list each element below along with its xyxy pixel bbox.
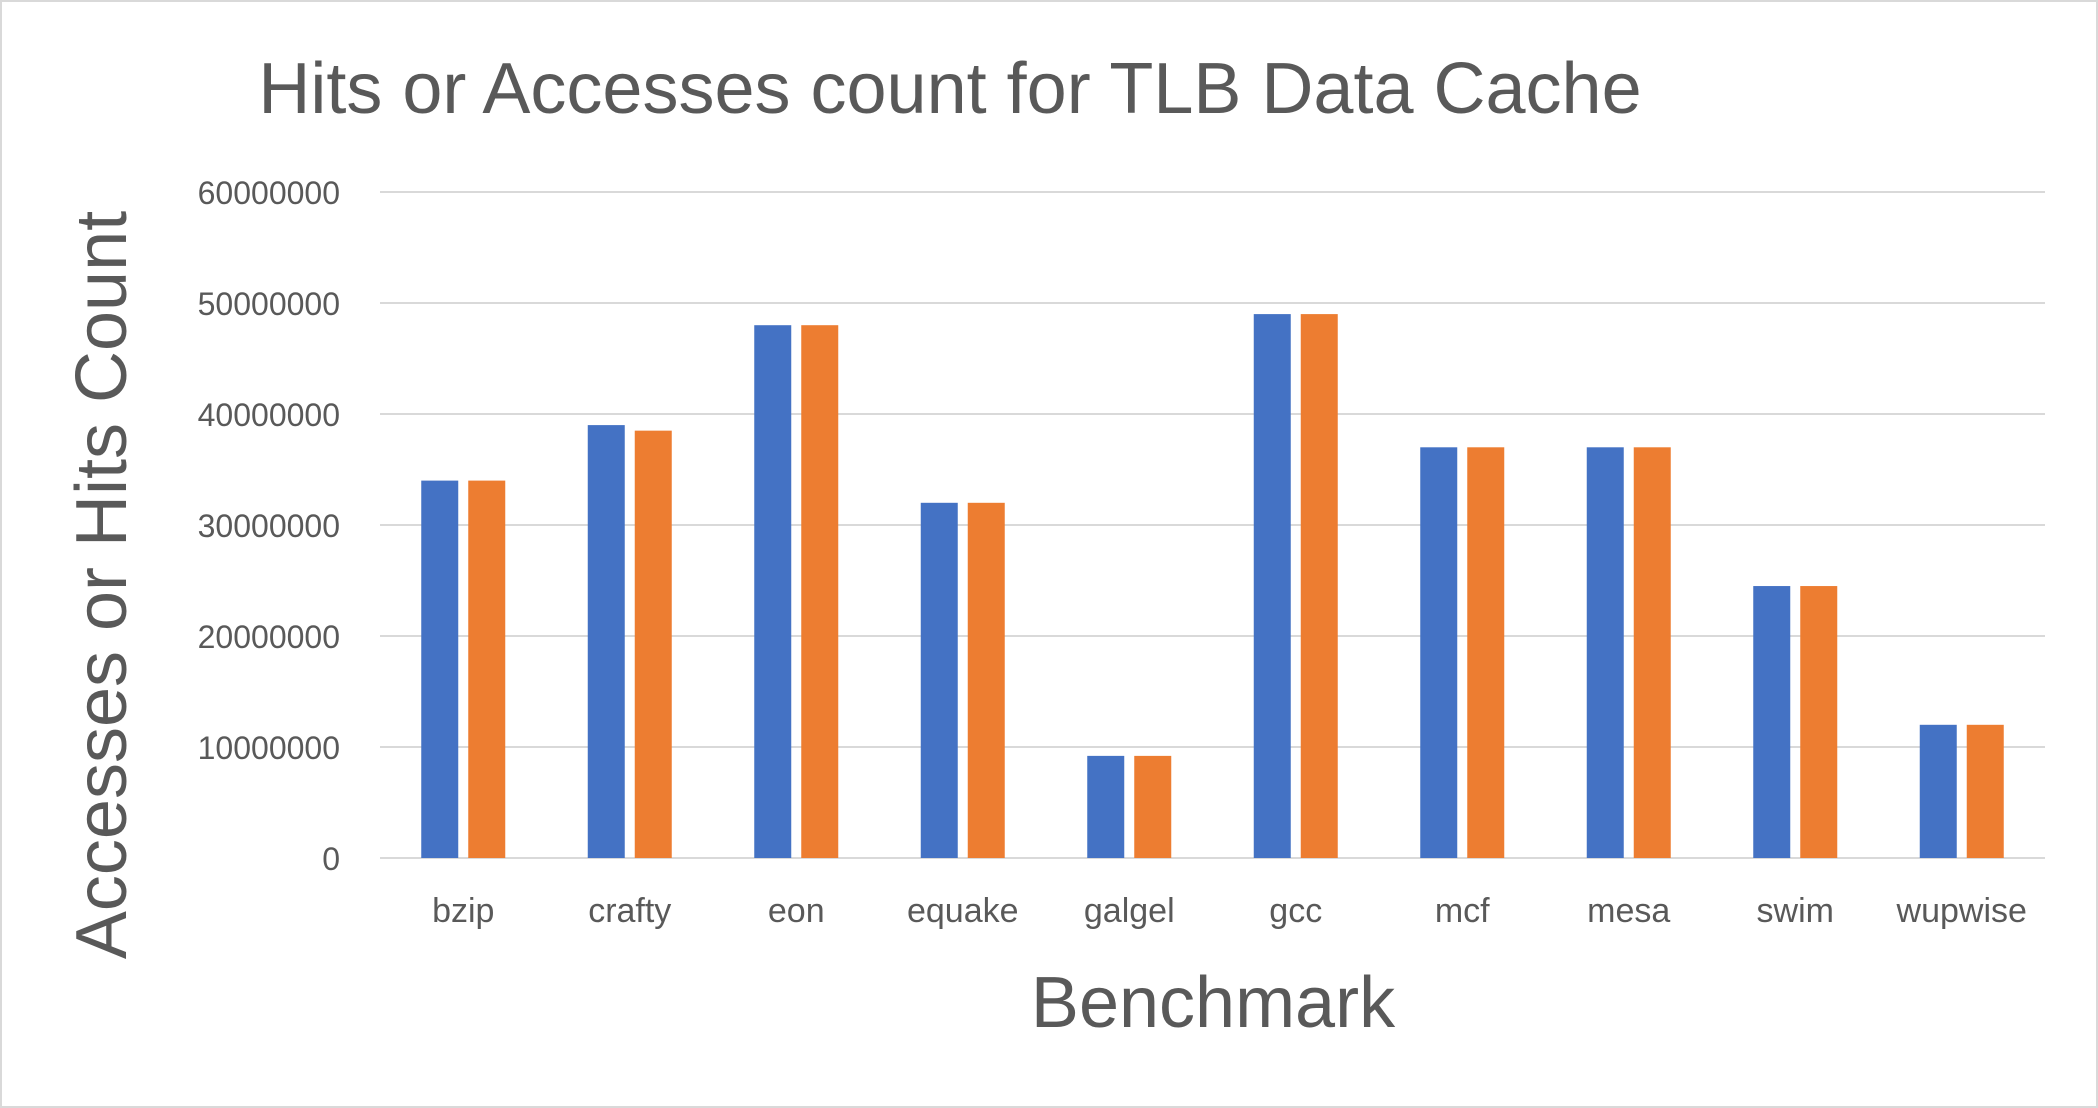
- bar-gcc-series-2: [1300, 314, 1338, 859]
- bar-mesa-series-2: [1633, 447, 1671, 858]
- x-axis-ticks: bzip crafty eon equake galgel gcc mcf mesa swim w…: [432, 892, 2027, 930]
- bar-mesa-series-1: [1586, 447, 1624, 858]
- bar-swim-series-1: [1753, 586, 1791, 858]
- bar-swim-series-2: [1800, 586, 1838, 858]
- bar-eon-series-1: [754, 325, 792, 858]
- x-tick-label: bzip: [432, 892, 494, 930]
- y-tick-label: 0: [322, 841, 340, 877]
- x-tick-label: eon: [768, 892, 825, 930]
- bar-mcf-series-1: [1420, 447, 1458, 858]
- bar-bzip-series-2: [468, 480, 506, 858]
- bar-wupwise-series-2: [1966, 724, 2004, 858]
- y-tick-label: 50000000: [198, 286, 340, 322]
- chart-title: Hits or Accesses count for TLB Data Cach…: [258, 49, 1641, 129]
- x-tick-label: wupwise: [1896, 892, 2027, 930]
- y-axis-title: Accesses or Hits Count: [62, 211, 142, 959]
- y-tick-label: 30000000: [198, 508, 340, 544]
- x-tick-label: crafty: [588, 892, 671, 930]
- bar-gcc-series-1: [1253, 314, 1291, 859]
- bar-crafty-series-1: [587, 425, 625, 858]
- y-tick-label: 20000000: [198, 619, 340, 655]
- x-tick-label: mesa: [1587, 892, 1670, 930]
- x-tick-label: mcf: [1435, 892, 1490, 930]
- bar-mcf-series-2: [1467, 447, 1505, 858]
- bar-wupwise-series-1: [1919, 724, 1957, 858]
- bar-crafty-series-2: [634, 430, 672, 858]
- bar-galgel-series-2: [1134, 755, 1172, 858]
- x-tick-label: gcc: [1269, 892, 1322, 930]
- x-tick-label: equake: [907, 892, 1019, 930]
- y-tick-label: 60000000: [198, 175, 340, 211]
- x-axis-title: Benchmark: [1031, 963, 1396, 1043]
- bar-eon-series-2: [801, 325, 839, 858]
- bar-galgel-series-1: [1087, 755, 1125, 858]
- bar-equake-series-2: [967, 502, 1005, 858]
- bar-bzip-series-1: [421, 480, 459, 858]
- x-tick-label: swim: [1757, 892, 1834, 930]
- y-tick-label: 40000000: [198, 397, 340, 433]
- x-tick-label: galgel: [1084, 892, 1175, 930]
- y-tick-label: 10000000: [198, 730, 340, 766]
- bar-equake-series-1: [920, 502, 958, 858]
- y-axis-ticks: 0 10000000 20000000 30000000 40000000 5000000…: [198, 175, 340, 877]
- bars: [421, 314, 2004, 859]
